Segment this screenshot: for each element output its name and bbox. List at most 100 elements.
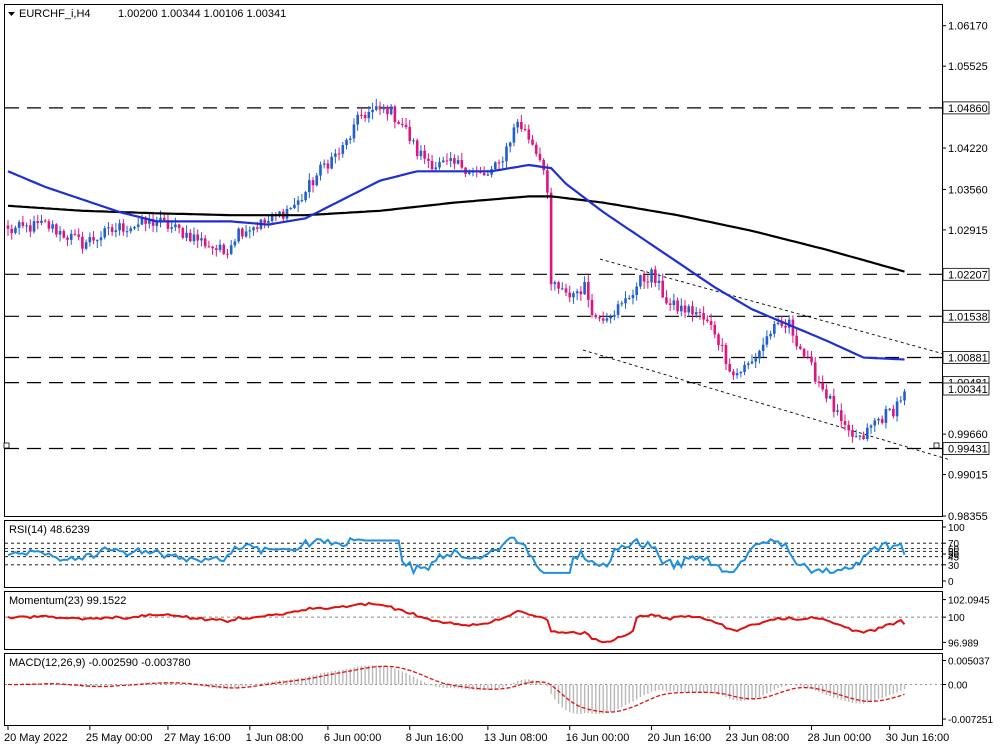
candle-body (255, 227, 259, 229)
candle-body (702, 313, 705, 320)
level-label: 1.02207 (948, 269, 988, 281)
candle-body (858, 435, 862, 437)
level-handle-right[interactable] (933, 442, 940, 449)
candle-body (382, 106, 386, 110)
time-tick-label: 25 May 00:00 (86, 732, 153, 744)
candle-body (564, 288, 568, 293)
time-tick-label: 23 Jun 08:00 (726, 732, 790, 744)
candle-body (672, 300, 676, 306)
candle-body (743, 364, 746, 372)
candle-body (441, 160, 445, 163)
candle-body (501, 161, 505, 163)
candle-body (486, 174, 490, 176)
candle-body (319, 164, 322, 176)
candle-body (601, 318, 605, 321)
time-tick-label: 30 Jun 16:00 (886, 732, 950, 744)
candle-body (895, 401, 899, 417)
candle-body (717, 334, 720, 346)
candle-body (215, 248, 218, 251)
candle-body (229, 245, 233, 254)
candle-body (542, 159, 545, 171)
candle-body (482, 172, 486, 176)
candle-body (32, 221, 36, 232)
candle-body (653, 269, 657, 284)
candle-body (434, 167, 438, 170)
price-tick-label: 0.99015 (948, 470, 988, 482)
candle-body (676, 300, 679, 312)
candle-body (62, 231, 66, 238)
candlesticks (6, 98, 906, 443)
candle-body (378, 106, 382, 110)
time-tick-label: 8 Jun 16:00 (406, 732, 464, 744)
time-tick-label: 28 Jun 00:00 (808, 732, 872, 744)
candle-body (196, 234, 200, 241)
price-axis: 1.06170 1.05525 1.04220 1.03560 1.02915 0.996… (942, 21, 988, 523)
candle-body (95, 240, 99, 242)
dropdown-triangle-icon[interactable] (8, 12, 15, 16)
macd-signal-line (8, 665, 905, 713)
rsi-level-label: 45 (948, 553, 960, 564)
candle-body (698, 312, 702, 314)
candle-body (218, 244, 222, 251)
candle-body (802, 348, 806, 357)
candle-body (155, 222, 159, 226)
level-label: 0.99431 (948, 443, 988, 455)
candle-body (10, 228, 14, 233)
candle-body (758, 350, 761, 359)
candle-body (750, 361, 754, 364)
candle-body (188, 232, 192, 242)
level-label: 1.04860 (948, 103, 988, 115)
level-handle-left[interactable] (3, 442, 10, 449)
momentum-title: Momentum(23) 99.1522 (9, 595, 126, 607)
time-tick-label: 6 Jun 00:00 (324, 732, 382, 744)
candle-body (456, 160, 460, 164)
candle-body (293, 204, 296, 209)
candle-body (784, 325, 787, 328)
candle-body (412, 140, 415, 142)
candle-body (43, 220, 47, 222)
momentum-line (7, 601, 906, 644)
candle-body (769, 333, 772, 337)
candle-body (341, 145, 345, 154)
level-label-box (942, 351, 990, 364)
main-panel-frame (4, 4, 943, 517)
candle-body (869, 425, 873, 428)
time-tick-label: 13 Jun 08:00 (484, 732, 548, 744)
candle-body (244, 231, 248, 237)
price-tick-label: 1.02915 (948, 225, 988, 237)
candle-body (177, 224, 181, 229)
time-tick-label: 1 Jun 08:00 (246, 732, 303, 744)
candle-body (825, 389, 828, 399)
candle-body (14, 227, 17, 233)
candle-body (642, 275, 646, 282)
candle-body (795, 335, 798, 347)
rsi-tick-label: 30 (948, 561, 960, 572)
candle-body (631, 294, 635, 299)
candle-body (296, 200, 300, 205)
candle-body (29, 225, 32, 232)
candle-body (207, 246, 211, 248)
rsi-tick-label: 70 (948, 539, 960, 550)
channel-lower-line[interactable] (582, 349, 951, 461)
candle-body (211, 246, 214, 249)
candle-body (449, 158, 452, 161)
candle-body (832, 396, 836, 412)
candle-body (892, 408, 895, 417)
price-tick-label: 0.99660 (948, 429, 988, 441)
candle-body (821, 382, 824, 390)
candle-body (505, 146, 508, 162)
candle-body (494, 162, 497, 170)
candle-body (873, 420, 877, 426)
momentum-tick-label: 100 (948, 613, 965, 624)
candle-body (761, 344, 765, 351)
candle-body (899, 400, 903, 402)
candle-body (419, 150, 423, 157)
candle-body (222, 244, 226, 254)
candle-body (114, 230, 118, 232)
channel-upper-line[interactable] (599, 258, 976, 364)
candle-body (285, 208, 289, 219)
candle-body (69, 233, 73, 240)
candle-body (401, 123, 404, 125)
